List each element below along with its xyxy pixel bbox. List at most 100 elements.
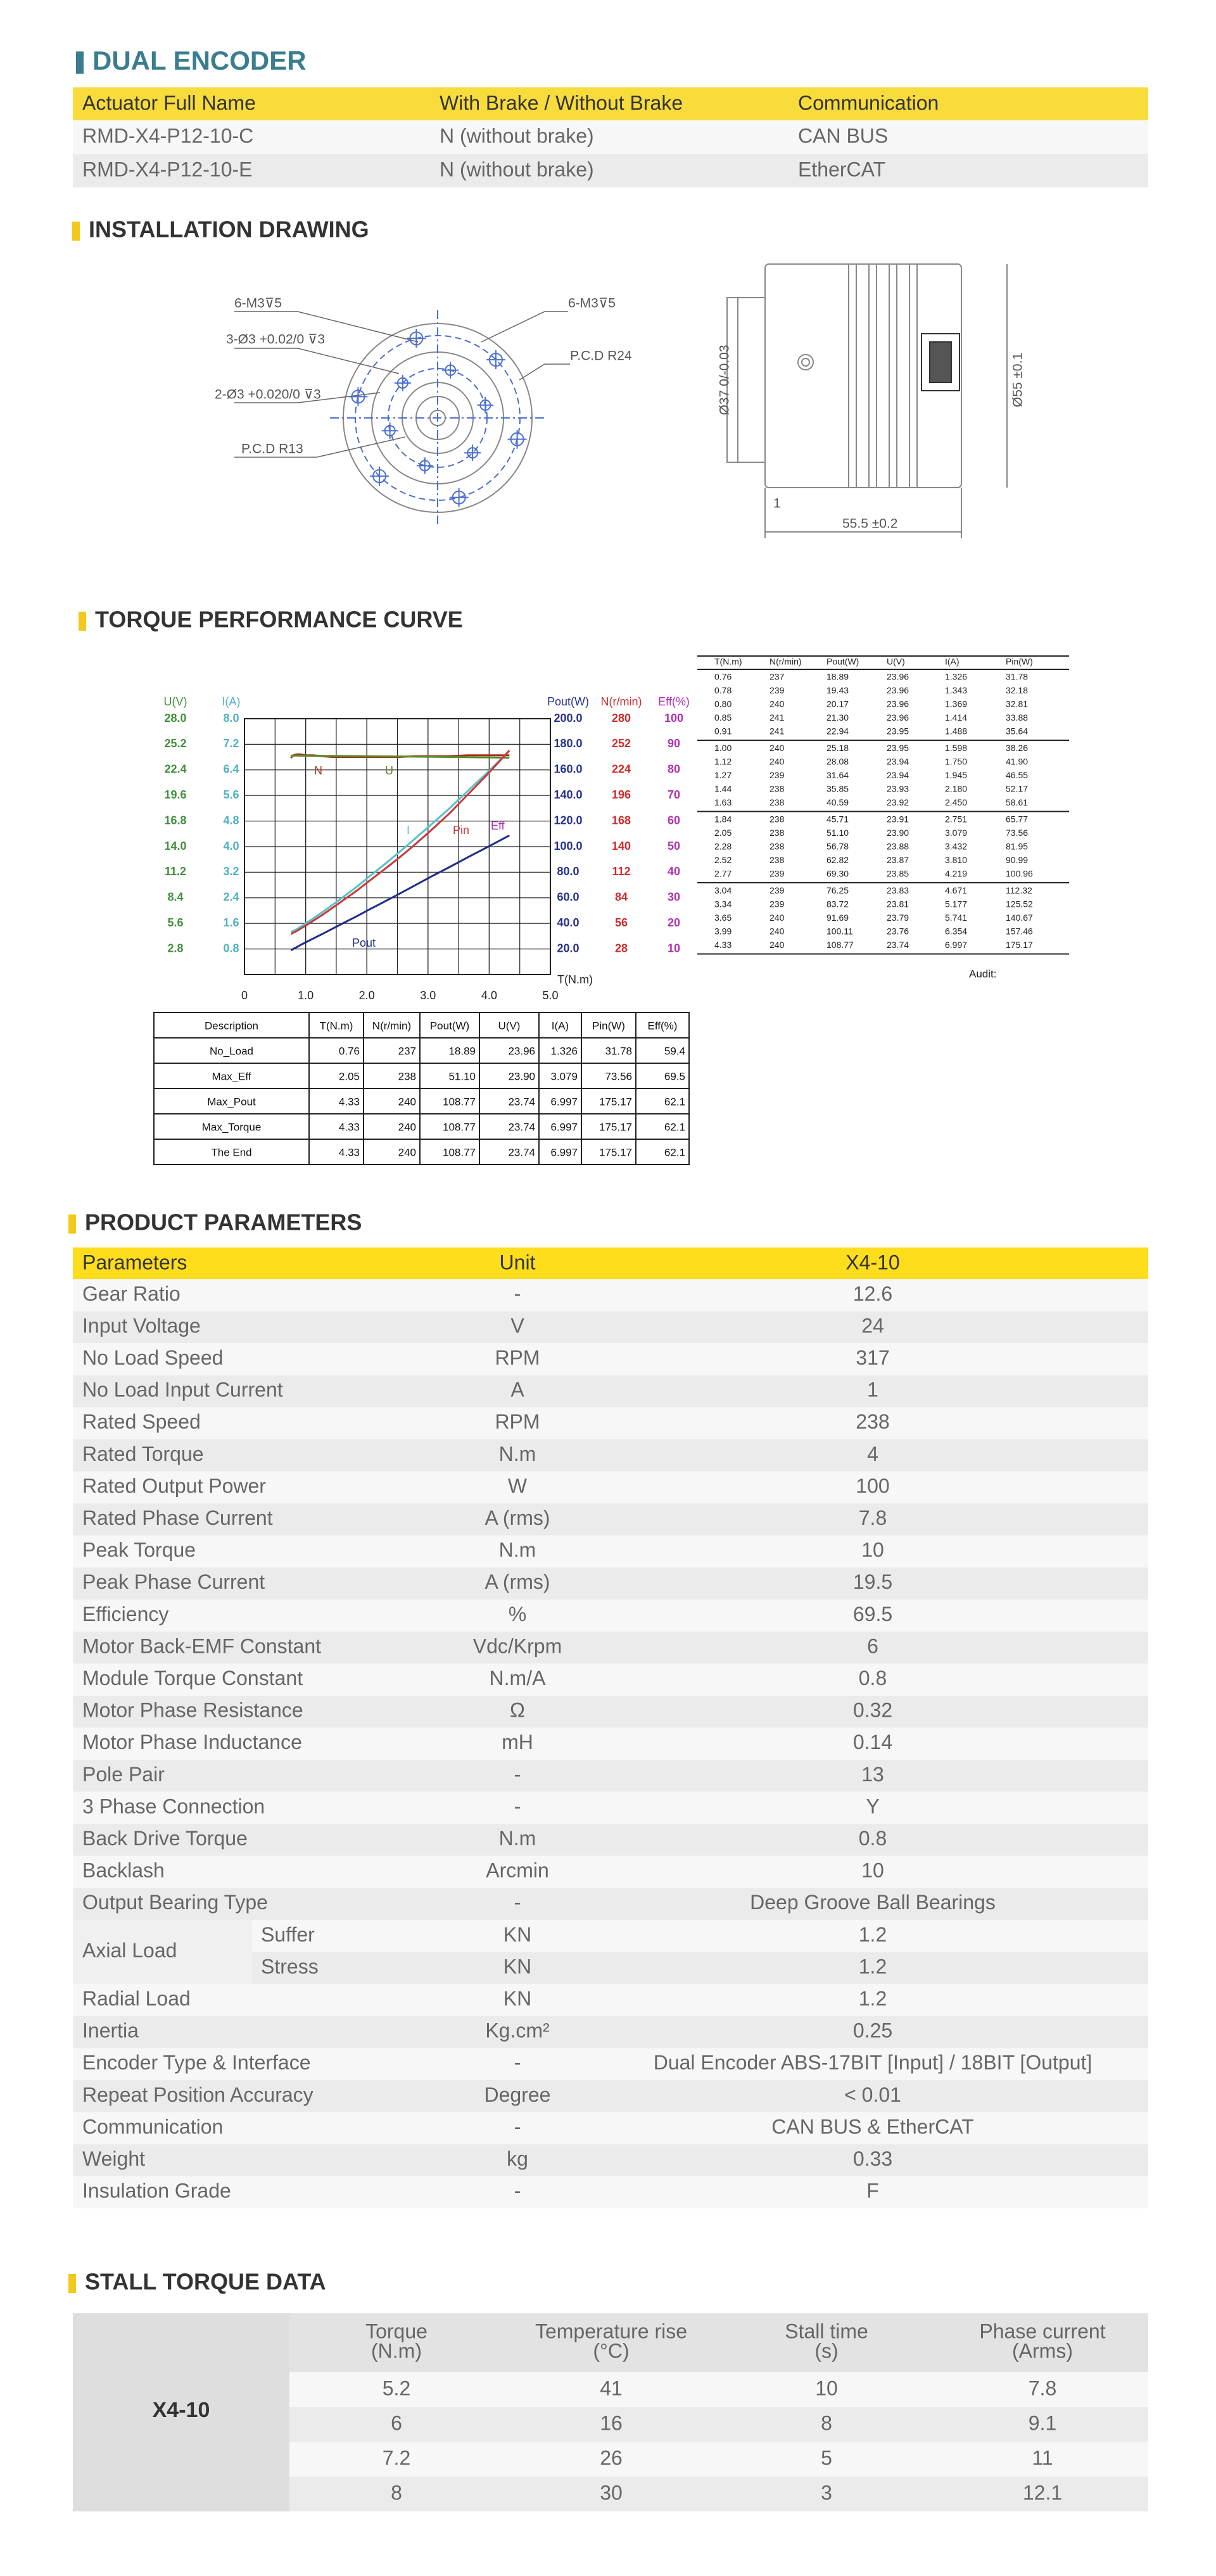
- table-header-cell: I(A): [552, 1020, 569, 1032]
- table-cell: 240: [770, 926, 785, 937]
- table-cell: Max_Pout: [207, 1095, 256, 1108]
- table-row: [73, 1471, 1148, 1504]
- table-cell: Suffer: [261, 1923, 315, 1946]
- table-cell: 238: [398, 1070, 416, 1082]
- table-cell: 0.76: [339, 1045, 360, 1057]
- table-cell: 32.81: [1006, 699, 1028, 709]
- table-cell: 6: [867, 1634, 878, 1657]
- table-row: [252, 1952, 1148, 1985]
- table-header-row: [289, 2313, 1148, 2372]
- table-cell: Motor Phase Inductance: [82, 1731, 302, 1753]
- table-cell: KN: [504, 1955, 531, 1978]
- table-row: [289, 2372, 1148, 2407]
- table-cell: 59.4: [664, 1045, 685, 1057]
- y-tick-label: 140.0: [554, 788, 582, 801]
- section-bar: [68, 2273, 76, 2294]
- table-cell: 3.34: [714, 899, 732, 909]
- table-row: [73, 1375, 1148, 1408]
- table-cell: 1.27: [714, 770, 732, 780]
- curve-line: [290, 750, 510, 933]
- drawing-body: [764, 263, 962, 488]
- table-cell: -: [514, 2115, 521, 2138]
- y-tick-label: 20.0: [557, 942, 579, 954]
- table-header-cell: Description: [205, 1020, 258, 1032]
- table-cell: 2.77: [714, 869, 732, 879]
- y-tick-label: 16.8: [164, 814, 186, 826]
- drawing-label: 6-M3⊽5: [234, 296, 282, 311]
- table-cell: 8: [391, 2481, 402, 2504]
- table-cell: Module Torque Constant: [82, 1667, 303, 1689]
- table-cell: 1.369: [945, 699, 967, 709]
- table-header-row: [73, 87, 1148, 120]
- drawing-label: Ø55 ±0.1: [1011, 353, 1025, 407]
- table-cell: 241: [770, 712, 785, 723]
- table-header-cell: T(N.m): [714, 657, 742, 667]
- table-cell: 5.177: [945, 899, 967, 909]
- table-cell: 91.69: [826, 912, 849, 923]
- y-tick-label: 84: [615, 891, 628, 904]
- y-tick-label: 22.4: [164, 763, 186, 776]
- table-cell: 6.997: [945, 940, 967, 950]
- table-header-cell: (°C): [593, 2339, 629, 2362]
- table-cell: N.m/A: [490, 1667, 547, 1689]
- table-cell: 237: [770, 672, 785, 682]
- curve-label: N: [314, 764, 322, 777]
- x-axis-label: T(N.m): [557, 973, 593, 986]
- table-cell: 0.14: [853, 1731, 892, 1753]
- table-row: [73, 1311, 1148, 1344]
- y-tick-label: 5.6: [223, 788, 239, 801]
- table-cell: 23.74: [887, 940, 909, 950]
- axis-title: Pout(W): [547, 695, 589, 708]
- table-row: [73, 1695, 1148, 1728]
- table-cell: 3.65: [714, 912, 732, 923]
- table-row: [73, 2080, 1148, 2112]
- curve-label: I: [407, 824, 410, 837]
- table-row: [73, 1535, 1148, 1568]
- y-tick-label: 2.8: [167, 942, 183, 954]
- y-tick-label: 160.0: [554, 763, 582, 776]
- table-cell: 21.30: [826, 712, 849, 723]
- table-header-cell: Pout(W): [430, 1020, 469, 1032]
- table-cell: 19.43: [826, 685, 849, 695]
- table-header-cell: (Arms): [1012, 2339, 1073, 2362]
- table-cell: Ω: [510, 1699, 525, 1722]
- table-cell: 0.33: [853, 2147, 892, 2170]
- table-cell: -: [514, 2051, 521, 2074]
- table-cell: 3.99: [714, 926, 732, 937]
- drawing-label: 6-M3⊽5: [568, 296, 616, 311]
- table-cell: Max_Torque: [202, 1121, 262, 1133]
- table-cell: Rated Speed: [82, 1410, 201, 1433]
- table-cell: 239: [770, 770, 785, 780]
- table-cell: 240: [770, 940, 785, 950]
- section-title: DUAL ENCODER: [92, 46, 307, 75]
- table-header-cell: Actuator Full Name: [82, 91, 256, 114]
- curve-label: U: [385, 764, 393, 777]
- table-cell: 240: [398, 1146, 416, 1158]
- table-row: [73, 1631, 1148, 1664]
- table-cell: 2.180: [945, 784, 967, 794]
- table-cell: 175.17: [1006, 940, 1033, 950]
- table-cell: 24: [861, 1314, 884, 1337]
- table-header-cell: X4-10: [846, 1251, 899, 1273]
- table-cell: Pole Pair: [82, 1763, 165, 1786]
- table-cell: 52.17: [1006, 784, 1028, 794]
- table-header-cell: Pout(W): [826, 657, 859, 667]
- table-cell: 4.33: [714, 940, 732, 950]
- table-cell: No Load Input Current: [82, 1379, 283, 1401]
- table-cell: 12.1: [1023, 2481, 1062, 2504]
- curve-label: Pout: [352, 937, 376, 949]
- table-cell: 41.90: [1006, 757, 1028, 767]
- table-cell: 0.76: [714, 672, 732, 682]
- table-cell: 23.74: [508, 1146, 535, 1158]
- table-cell: 35.64: [1006, 726, 1028, 736]
- y-tick-label: 20: [668, 916, 680, 929]
- section-bar: [68, 1214, 76, 1234]
- table-cell: 10: [815, 2377, 838, 2399]
- table-cell: 32.18: [1006, 685, 1028, 695]
- table-cell: 4.671: [945, 885, 967, 895]
- table-cell: 23.88: [887, 842, 909, 852]
- table-cell: 23.81: [887, 899, 909, 909]
- table-cell: 317: [856, 1346, 889, 1369]
- table-cell: 13: [861, 1763, 884, 1786]
